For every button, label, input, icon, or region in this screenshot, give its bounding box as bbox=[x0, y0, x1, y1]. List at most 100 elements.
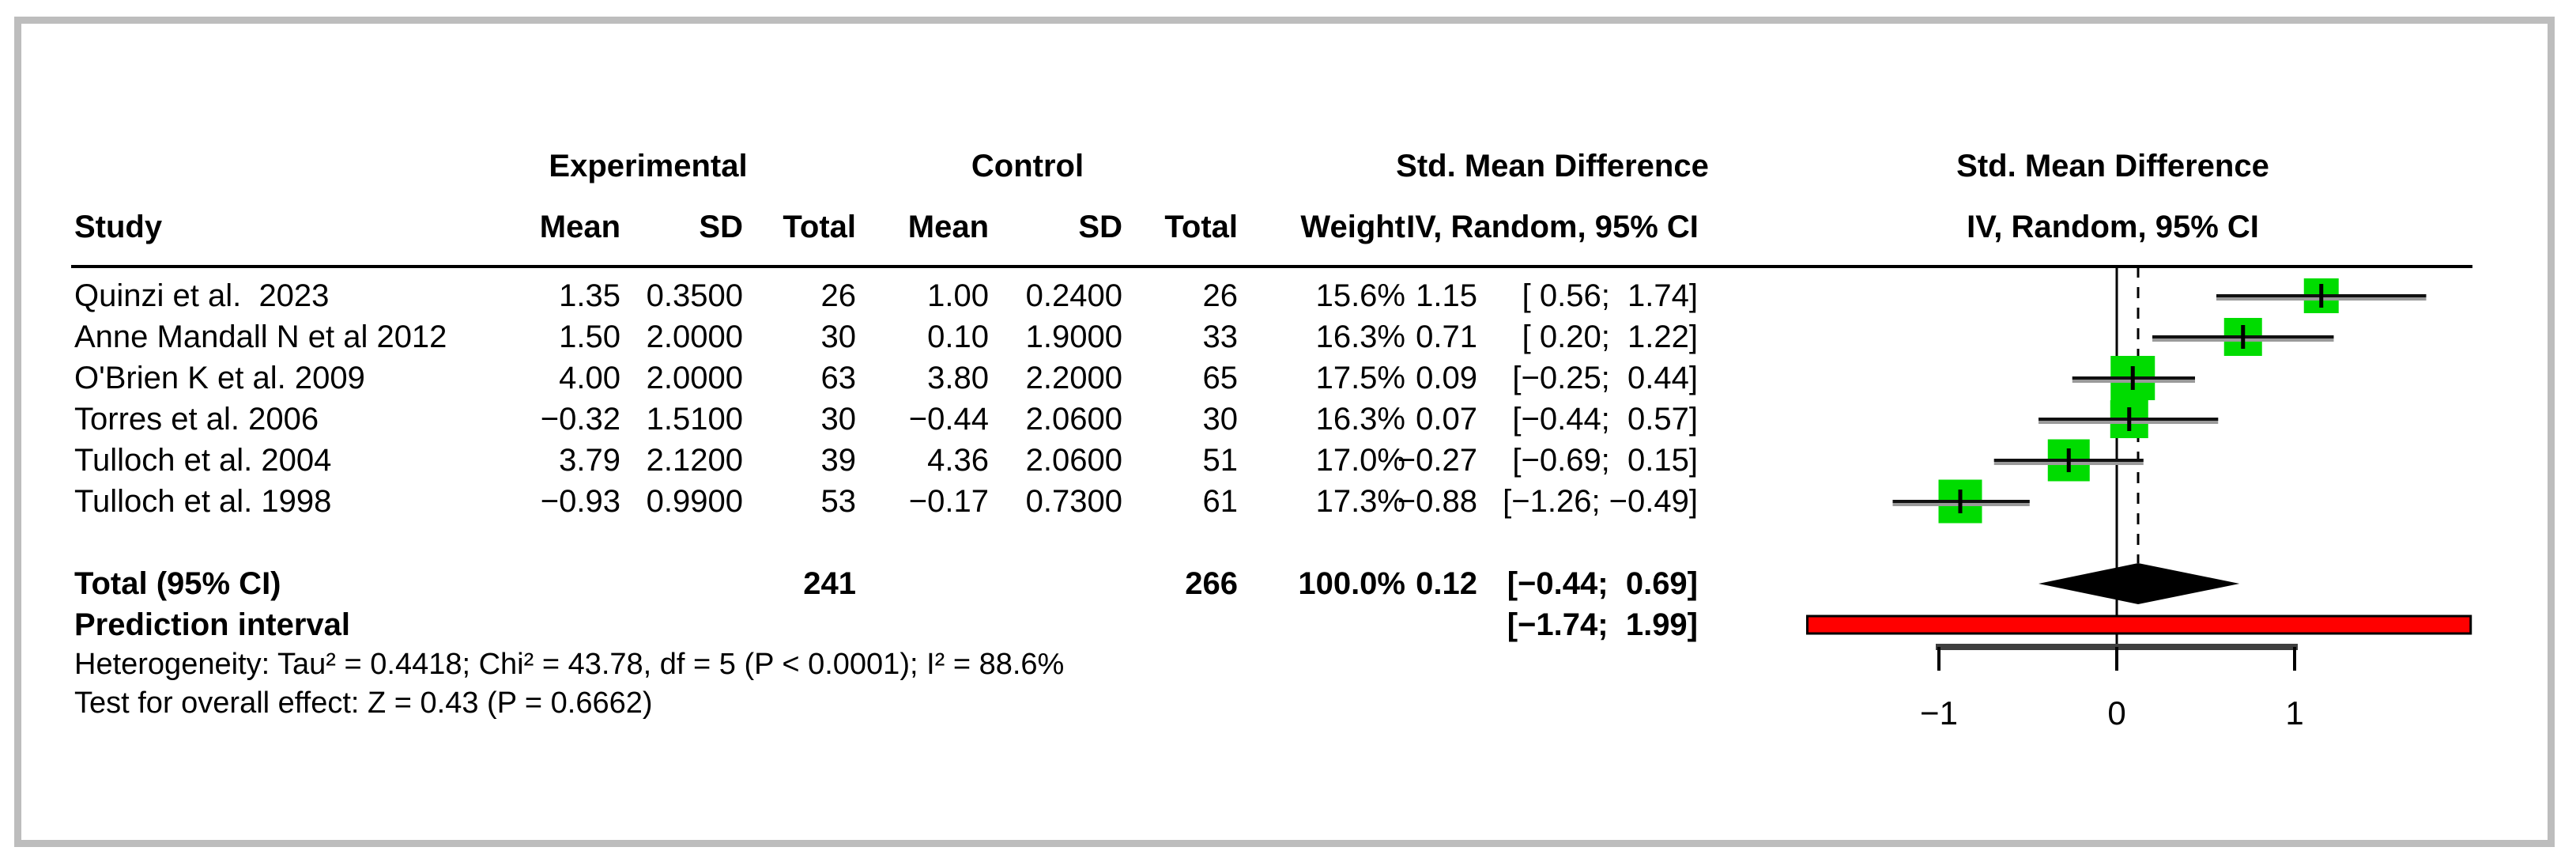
weight-value: 17.3% bbox=[1315, 484, 1405, 519]
ctrl-sd-value: 2.0600 bbox=[1025, 443, 1122, 478]
weight-value: 17.5% bbox=[1315, 361, 1405, 395]
ci-value: [−0.25; 0.44] bbox=[1512, 361, 1698, 395]
study-row: Quinzi et al. 2023 1.35 0.3500 26 1.00 0… bbox=[0, 274, 2576, 318]
ctrl-sd-value: 2.2000 bbox=[1025, 361, 1122, 395]
experimental-group-header: Experimental bbox=[549, 149, 748, 183]
weight-value: 16.3% bbox=[1315, 320, 1405, 354]
ctrl-mean-value: −0.17 bbox=[908, 484, 989, 519]
prediction-interval-row: Prediction interval [−1.74; 1.99] bbox=[0, 603, 2576, 647]
study-name: Tulloch et al. 2004 bbox=[74, 443, 332, 478]
plot-header-line2: IV, Random, 95% CI bbox=[1967, 210, 2259, 244]
ctrl-total-value: 26 bbox=[1202, 278, 1239, 313]
total-ci: [−0.44; 0.69] bbox=[1507, 566, 1698, 601]
study-name: Torres et al. 2006 bbox=[74, 402, 319, 437]
exp-mean-value: −0.32 bbox=[540, 402, 620, 437]
table-header-columns: Study Mean SD Total Mean SD Total Weight… bbox=[0, 205, 2576, 249]
exp-total-value: 63 bbox=[820, 361, 857, 395]
weight-value: 15.6% bbox=[1315, 278, 1405, 313]
exp-total-value: 53 bbox=[820, 484, 857, 519]
smd-value: 0.09 bbox=[1416, 361, 1477, 395]
smd-value: 0.07 bbox=[1416, 402, 1477, 437]
prediction-label: Prediction interval bbox=[74, 607, 350, 642]
ci-value: [−0.69; 0.15] bbox=[1512, 443, 1698, 478]
weight-header: Weight bbox=[1300, 210, 1405, 244]
ci-value: [ 0.56; 1.74] bbox=[1522, 278, 1698, 313]
exp-mean-value: 1.35 bbox=[559, 278, 620, 313]
study-name: Anne Mandall N et al 2012 bbox=[74, 320, 447, 354]
ctrl-mean-value: 3.80 bbox=[927, 361, 989, 395]
ci-value: [−0.44; 0.57] bbox=[1512, 402, 1698, 437]
table-header-groups: Experimental Control Std. Mean Differenc… bbox=[0, 144, 2576, 188]
exp-mean-header: Mean bbox=[539, 210, 620, 244]
exp-sd-value: 2.1200 bbox=[646, 443, 743, 478]
study-row: O'Brien K et al. 2009 4.00 2.0000 63 3.8… bbox=[0, 356, 2576, 400]
ci-value: [ 0.20; 1.22] bbox=[1522, 320, 1698, 354]
axis-tick-label: −1 bbox=[1920, 694, 1958, 732]
exp-total-value: 30 bbox=[820, 320, 857, 354]
ctrl-sd-value: 0.7300 bbox=[1025, 484, 1122, 519]
exp-sd-value: 0.9900 bbox=[646, 484, 743, 519]
smd-column-header-line1: Std. Mean Difference bbox=[1396, 149, 1709, 183]
exp-sd-header: SD bbox=[699, 210, 743, 244]
exp-sd-value: 1.5100 bbox=[646, 402, 743, 437]
axis-tick-label: 0 bbox=[2107, 694, 2125, 732]
smd-value: −0.88 bbox=[1397, 484, 1477, 519]
ctrl-total-value: 30 bbox=[1202, 402, 1239, 437]
ctrl-mean-header: Mean bbox=[907, 210, 989, 244]
study-name: O'Brien K et al. 2009 bbox=[74, 361, 365, 395]
study-row: Anne Mandall N et al 2012 1.50 2.0000 30… bbox=[0, 315, 2576, 359]
ctrl-total-value: 65 bbox=[1202, 361, 1239, 395]
exp-mean-value: 4.00 bbox=[559, 361, 620, 395]
weight-value: 17.0% bbox=[1315, 443, 1405, 478]
control-group-header: Control bbox=[971, 149, 1084, 183]
ctrl-sd-header: SD bbox=[1078, 210, 1122, 244]
exp-mean-value: 3.79 bbox=[559, 443, 620, 478]
ctrl-sd-value: 1.9000 bbox=[1025, 320, 1122, 354]
study-name: Quinzi et al. 2023 bbox=[74, 278, 330, 313]
exp-total-value: 26 bbox=[820, 278, 857, 313]
ctrl-mean-value: 0.10 bbox=[927, 320, 989, 354]
prediction-interval-bar bbox=[1806, 615, 2472, 635]
total-row: Total (95% CI) 241 266 100.0% 0.12 [−0.4… bbox=[0, 562, 2576, 606]
total-weight: 100.0% bbox=[1298, 566, 1405, 601]
total-smd: 0.12 bbox=[1416, 566, 1477, 601]
exp-sd-value: 2.0000 bbox=[646, 320, 743, 354]
ctrl-total-value: 33 bbox=[1202, 320, 1239, 354]
heterogeneity-note: Heterogeneity: Tau² = 0.4418; Chi² = 43.… bbox=[74, 648, 1065, 681]
ctrl-total-value: 61 bbox=[1202, 484, 1239, 519]
smd-value: −0.27 bbox=[1397, 443, 1477, 478]
exp-mean-value: −0.93 bbox=[540, 484, 620, 519]
exp-total-value: 30 bbox=[820, 402, 857, 437]
study-row: Torres et al. 2006 −0.32 1.5100 30 −0.44… bbox=[0, 397, 2576, 441]
exp-total-header: Total bbox=[783, 210, 856, 244]
total-ctrl-total: 266 bbox=[1185, 566, 1238, 601]
ctrl-total-value: 51 bbox=[1202, 443, 1239, 478]
total-label: Total (95% CI) bbox=[74, 566, 281, 601]
exp-sd-value: 0.3500 bbox=[646, 278, 743, 313]
ctrl-sd-value: 2.0600 bbox=[1025, 402, 1122, 437]
ctrl-mean-value: 4.36 bbox=[927, 443, 989, 478]
ctrl-mean-value: 1.00 bbox=[927, 278, 989, 313]
pooled-diamond bbox=[2039, 563, 2240, 604]
study-row: Tulloch et al. 2004 3.79 2.1200 39 4.36 … bbox=[0, 438, 2576, 482]
smd-value: 0.71 bbox=[1416, 320, 1477, 354]
exp-total-value: 39 bbox=[820, 443, 857, 478]
axis-tick-label: 1 bbox=[2285, 694, 2303, 732]
ctrl-sd-value: 0.2400 bbox=[1025, 278, 1122, 313]
weight-value: 16.3% bbox=[1315, 402, 1405, 437]
total-exp-total: 241 bbox=[803, 566, 856, 601]
plot-header-line1: Std. Mean Difference bbox=[1956, 149, 2269, 183]
ctrl-total-header: Total bbox=[1164, 210, 1238, 244]
exp-sd-value: 2.0000 bbox=[646, 361, 743, 395]
smd-value: 1.15 bbox=[1416, 278, 1477, 313]
figure-border bbox=[14, 17, 2555, 847]
study-name: Tulloch et al. 1998 bbox=[74, 484, 332, 519]
exp-mean-value: 1.50 bbox=[559, 320, 620, 354]
study-column-header: Study bbox=[74, 210, 163, 244]
smd-column-header-line2: IV, Random, 95% CI bbox=[1406, 210, 1699, 244]
ci-value: [−1.26; −0.49] bbox=[1503, 484, 1698, 519]
ctrl-mean-value: −0.44 bbox=[908, 402, 989, 437]
study-row: Tulloch et al. 1998 −0.93 0.9900 53 −0.1… bbox=[0, 479, 2576, 524]
